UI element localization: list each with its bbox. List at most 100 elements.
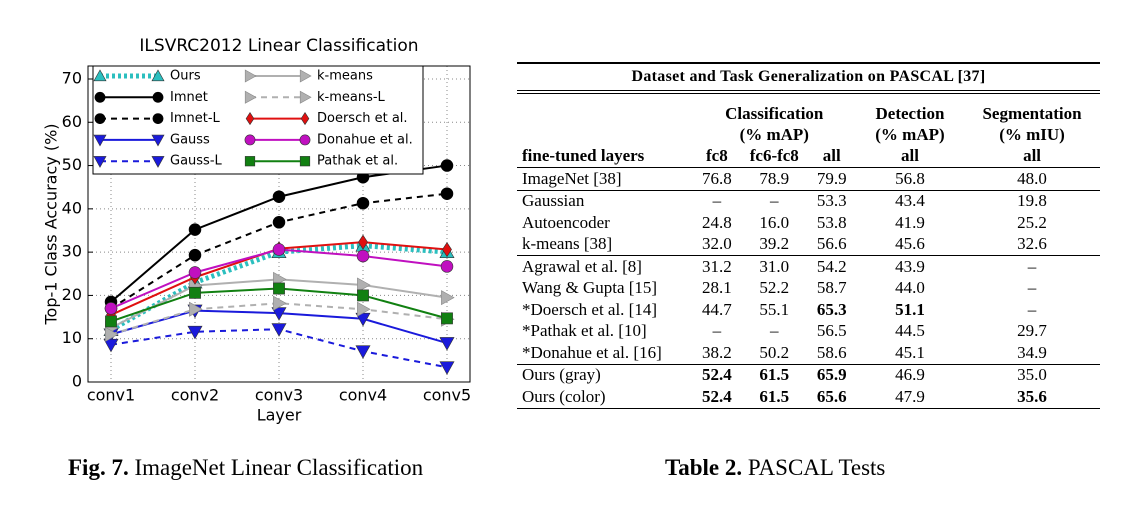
marker (244, 134, 256, 146)
table-cell: 16.0 (759, 212, 790, 232)
unit-header: (% mAP) (739, 124, 809, 144)
table-cell: – (964, 255, 1100, 278)
table-cell: – (1027, 299, 1037, 319)
column-header: fine-tuned layers (522, 146, 645, 166)
legend-label: Imnet (170, 90, 208, 105)
table-cell: *Pathak et al. [10] (522, 321, 647, 341)
marker (271, 307, 287, 321)
table-cell: 51.1 (895, 299, 925, 319)
table-cell: – (770, 321, 779, 341)
marker (299, 134, 311, 146)
figure-caption: Fig. 7. ImageNet Linear Classification (68, 455, 423, 481)
table-row: *Doersch et al. [14] 44.7 55.1 65.3 51.1 – (517, 299, 1100, 321)
table-row: (% mAP) (% mAP) (% mIU) (517, 124, 1100, 146)
marker (105, 326, 119, 342)
table-cell: 56.6 (816, 234, 847, 254)
table-cell: 24.8 (701, 212, 732, 232)
legend-label: Gauss-L (170, 154, 223, 169)
x-tick-label: conv3 (255, 386, 303, 405)
table-cell: 53.3 (807, 189, 856, 212)
marker (440, 187, 454, 200)
marker (244, 90, 257, 104)
group-header: Classification (725, 104, 824, 123)
chart: ILSVRC2012 Linear Classification Layer T… (42, 36, 472, 425)
y-tick-label: 40 (62, 198, 82, 217)
marker (357, 277, 371, 293)
legend-box (92, 65, 424, 175)
table-cell: 39.2 (759, 234, 790, 254)
caption-label: Table 2. (665, 455, 743, 480)
y-tick-label: 70 (62, 68, 82, 87)
table-cell: 61.5 (740, 363, 808, 386)
marker (300, 112, 310, 126)
unit-header: (% mIU) (999, 124, 1065, 144)
marker (441, 312, 453, 325)
table-cell: 43.9 (855, 255, 965, 278)
table-cell: 56.5 (816, 321, 847, 341)
marker (358, 234, 368, 250)
table-row: Ours (gray) 52.4 61.5 65.9 46.9 35.0 (517, 363, 1100, 386)
marker (244, 156, 256, 167)
x-axis-label: Layer (257, 406, 302, 425)
column-header: all (822, 146, 841, 166)
marker (244, 69, 257, 83)
marker (273, 282, 285, 295)
table-cell: 31.0 (740, 255, 808, 278)
table-cell: 52.4 (692, 363, 741, 386)
legend-label: k-means (317, 69, 373, 84)
table-cell: *Donahue et al. [16] (522, 342, 662, 362)
marker (188, 223, 202, 236)
marker (245, 112, 255, 126)
marker (151, 156, 165, 168)
table-row: *Donahue et al. [16] 38.2 50.2 58.6 45.1 34.9 (517, 342, 1100, 364)
marker (187, 325, 203, 340)
table-cell: – (712, 321, 722, 341)
table-cell: 44.7 (701, 299, 732, 319)
table-row: Autoencoder 24.8 16.0 53.8 41.9 25.2 (517, 212, 1100, 234)
table-cell: 25.2 (1017, 212, 1047, 232)
table-cell: 34.9 (1017, 342, 1047, 362)
group-header: Segmentation (982, 104, 1082, 123)
marker (152, 91, 164, 103)
column-header: all (900, 146, 919, 166)
table-cell: 19.8 (964, 189, 1100, 212)
table-row: fine-tuned layers fc8 fc6-fc8 all all all (517, 146, 1100, 168)
legend-label: Imnet-L (170, 111, 221, 126)
marker (189, 301, 203, 317)
table-cell: – (1027, 278, 1037, 298)
marker (439, 361, 455, 375)
y-tick-label: 0 (72, 372, 82, 391)
table-cell: *Doersch et al. [14] (522, 299, 658, 319)
table-cell: 31.2 (692, 255, 741, 278)
table-cell: 78.9 (740, 167, 808, 190)
table-cell: ImageNet [38] (517, 167, 693, 190)
y-tick-label: 10 (62, 328, 82, 347)
table-caption: Table 2. PASCAL Tests (665, 455, 885, 481)
table-cell: 32.0 (701, 234, 732, 254)
marker (103, 338, 119, 353)
column-header: fc6-fc8 (749, 146, 799, 166)
table-cell: 44.5 (895, 321, 925, 341)
caption-label: Fig. 7. (68, 455, 129, 480)
table-cell: 52.4 (701, 386, 732, 406)
legend-label: k-means-L (317, 90, 386, 105)
table-cell: 65.3 (816, 299, 847, 319)
legend-label: Gauss (170, 132, 210, 147)
marker (151, 134, 165, 147)
caption-text: ImageNet Linear Classification (134, 455, 424, 480)
table-cell: 76.8 (692, 167, 741, 190)
marker (271, 323, 287, 337)
table-cell: 41.9 (895, 212, 925, 232)
marker (356, 196, 370, 210)
marker (272, 243, 286, 256)
group-header: Detection (875, 104, 945, 123)
table-cell: 65.9 (807, 363, 856, 386)
y-tick-label: 20 (62, 285, 82, 304)
table-cell: 79.9 (807, 167, 856, 190)
legend-label: Ours (170, 69, 201, 84)
table-cell: 53.8 (816, 212, 847, 232)
table-cell: Gaussian (517, 189, 693, 212)
column-header: all (1023, 146, 1042, 166)
table-cell: 50.2 (759, 342, 790, 362)
